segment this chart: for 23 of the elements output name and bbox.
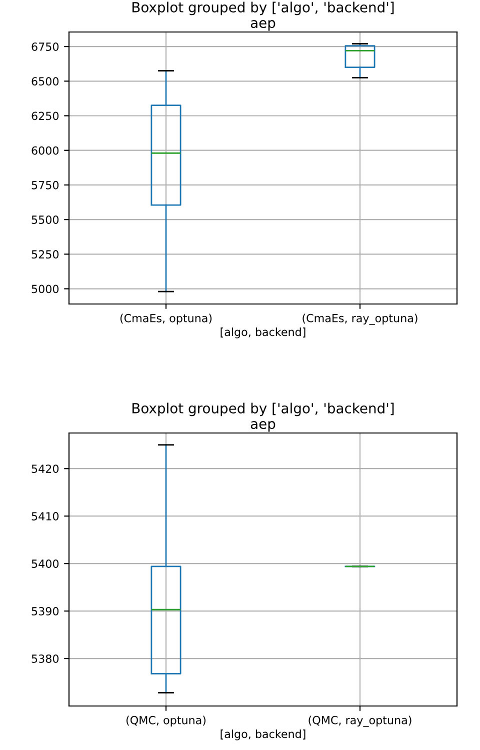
- y-tick-label: 5390: [32, 607, 59, 616]
- y-tick-label: 5420: [32, 464, 59, 473]
- y-tick-label: 6500: [32, 77, 59, 86]
- chart-title: Boxplot grouped by ['algo', 'backend']: [132, 2, 394, 16]
- y-tick-label: 5000: [32, 284, 59, 294]
- x-axis-title: [algo, backend]: [220, 328, 306, 338]
- x-tick-label: (CmaEs, optuna): [120, 314, 212, 324]
- y-tick-label: 6000: [32, 146, 59, 155]
- chart-title: Boxplot grouped by ['algo', 'backend']: [132, 402, 394, 416]
- y-tick-label: 5410: [32, 512, 59, 520]
- x-tick-label: (QMC, ray_optuna): [308, 716, 412, 727]
- y-tick-label: 5400: [32, 560, 59, 568]
- chart-subtitle: aep: [250, 20, 276, 31]
- y-tick-label: 6250: [32, 112, 59, 120]
- y-tick-label: 5500: [32, 216, 59, 224]
- y-tick-label: 5250: [32, 250, 59, 259]
- x-axis-title: [algo, backend]: [220, 730, 306, 740]
- y-tick-label: 5750: [32, 180, 59, 190]
- x-tick-label: (CmaEs, ray_optuna): [302, 314, 418, 325]
- chart-subtitle: aep: [250, 421, 276, 432]
- x-tick-label: (QMC, optuna): [126, 716, 206, 726]
- y-tick-label: 6750: [32, 42, 59, 51]
- y-tick-label: 5380: [32, 654, 59, 663]
